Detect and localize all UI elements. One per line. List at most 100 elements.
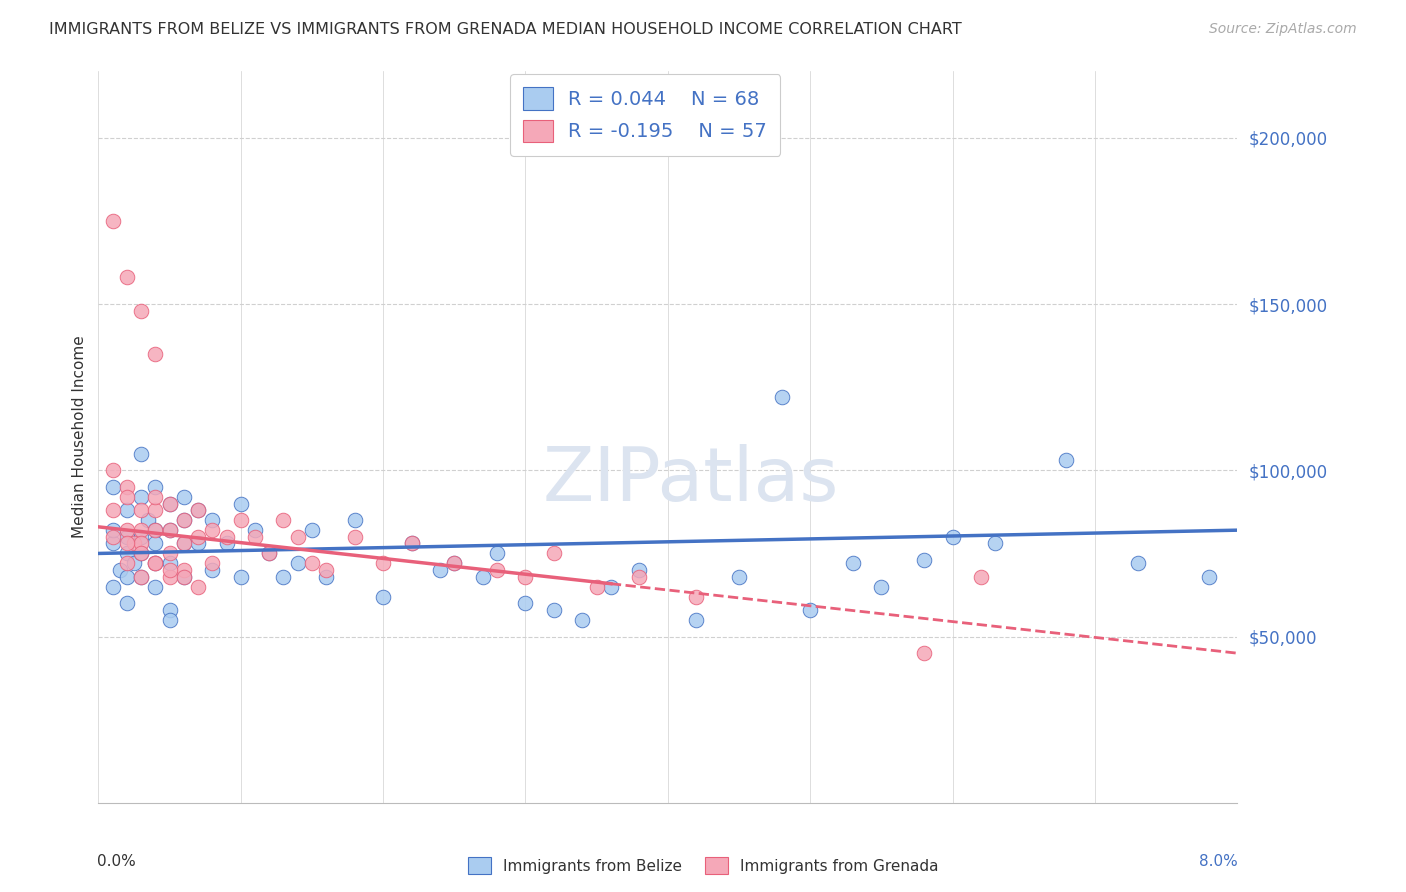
Point <box>201 523 224 537</box>
Point <box>145 480 167 494</box>
Point <box>129 530 152 544</box>
Point <box>371 590 394 604</box>
Point <box>970 570 993 584</box>
Point <box>159 570 181 584</box>
Point <box>201 563 224 577</box>
Point <box>173 570 195 584</box>
Point <box>159 557 181 571</box>
Point <box>429 563 451 577</box>
Y-axis label: Median Household Income: Median Household Income <box>72 335 87 539</box>
Point <box>115 270 138 285</box>
Point <box>486 563 509 577</box>
Point <box>187 503 209 517</box>
Point <box>187 530 209 544</box>
Legend: Immigrants from Belize, Immigrants from Grenada: Immigrants from Belize, Immigrants from … <box>461 851 945 880</box>
Point <box>401 536 423 550</box>
Point <box>101 536 124 550</box>
Point <box>301 557 323 571</box>
Point <box>145 557 167 571</box>
Point <box>136 513 159 527</box>
Point <box>912 553 935 567</box>
Point <box>942 530 965 544</box>
Point <box>229 497 252 511</box>
Text: IMMIGRANTS FROM BELIZE VS IMMIGRANTS FROM GRENADA MEDIAN HOUSEHOLD INCOME CORREL: IMMIGRANTS FROM BELIZE VS IMMIGRANTS FRO… <box>49 22 962 37</box>
Point <box>187 580 209 594</box>
Point <box>628 570 651 584</box>
Point <box>173 536 195 550</box>
Point <box>515 596 537 610</box>
Point <box>159 497 181 511</box>
Point <box>628 563 651 577</box>
Point <box>129 546 152 560</box>
Point <box>543 546 565 560</box>
Point <box>115 503 138 517</box>
Point <box>215 530 238 544</box>
Point <box>401 536 423 550</box>
Text: 0.0%: 0.0% <box>97 854 136 869</box>
Point <box>159 563 181 577</box>
Point <box>273 570 295 584</box>
Point <box>984 536 1007 550</box>
Point <box>443 557 465 571</box>
Point <box>129 523 152 537</box>
Point <box>259 546 281 560</box>
Point <box>201 513 224 527</box>
Point <box>842 557 865 571</box>
Point <box>515 570 537 584</box>
Point <box>173 563 195 577</box>
Point <box>101 480 124 494</box>
Text: ZIPatlas: ZIPatlas <box>543 444 839 517</box>
Point <box>129 536 152 550</box>
Point <box>115 480 138 494</box>
Point <box>115 490 138 504</box>
Point <box>145 490 167 504</box>
Point <box>315 563 337 577</box>
Point <box>129 570 152 584</box>
Point <box>273 513 295 527</box>
Point <box>343 530 366 544</box>
Point <box>585 580 607 594</box>
Point <box>173 513 195 527</box>
Point <box>371 557 394 571</box>
Point <box>799 603 821 617</box>
Point <box>122 536 145 550</box>
Point <box>159 497 181 511</box>
Point <box>159 613 181 627</box>
Point <box>101 503 124 517</box>
Point <box>912 646 935 660</box>
Point <box>486 546 509 560</box>
Point <box>101 580 124 594</box>
Point <box>145 523 167 537</box>
Point <box>129 303 152 318</box>
Point <box>145 523 167 537</box>
Point <box>187 536 209 550</box>
Point <box>1198 570 1220 584</box>
Point <box>243 523 266 537</box>
Point <box>571 613 593 627</box>
Point <box>108 563 131 577</box>
Point <box>229 513 252 527</box>
Point <box>115 523 138 537</box>
Point <box>173 513 195 527</box>
Text: 8.0%: 8.0% <box>1198 854 1237 869</box>
Point <box>728 570 751 584</box>
Point <box>122 557 145 571</box>
Point <box>173 490 195 504</box>
Point <box>215 536 238 550</box>
Point <box>173 570 195 584</box>
Point <box>287 557 309 571</box>
Point <box>770 390 793 404</box>
Point <box>145 347 167 361</box>
Point <box>201 557 224 571</box>
Point <box>115 570 138 584</box>
Point <box>115 536 138 550</box>
Point <box>471 570 494 584</box>
Legend: R = 0.044    N = 68, R = -0.195    N = 57: R = 0.044 N = 68, R = -0.195 N = 57 <box>510 74 780 155</box>
Point <box>259 546 281 560</box>
Point <box>115 596 138 610</box>
Point <box>129 503 152 517</box>
Point <box>173 536 195 550</box>
Point <box>1126 557 1149 571</box>
Point <box>1056 453 1078 467</box>
Point <box>287 530 309 544</box>
